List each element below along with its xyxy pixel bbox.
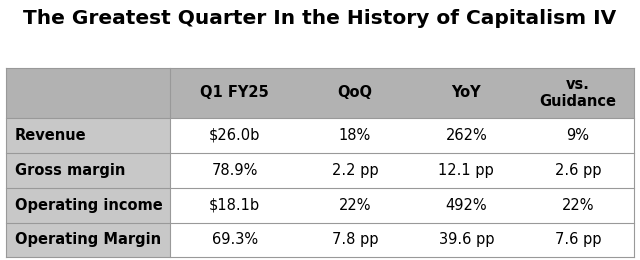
Bar <box>170 153 299 188</box>
Bar <box>6 68 170 118</box>
Text: 2.2 pp: 2.2 pp <box>332 163 378 178</box>
Text: Gross margin: Gross margin <box>15 163 125 178</box>
Bar <box>6 118 170 153</box>
Text: vs.
Guidance: vs. Guidance <box>540 76 616 109</box>
Bar <box>299 118 411 153</box>
Bar <box>411 153 522 188</box>
Text: 69.3%: 69.3% <box>212 232 258 248</box>
Bar <box>522 153 634 188</box>
Bar <box>6 188 170 223</box>
Bar <box>522 223 634 257</box>
Bar <box>411 68 522 118</box>
Text: 7.6 pp: 7.6 pp <box>555 232 601 248</box>
Text: Revenue: Revenue <box>15 128 86 143</box>
Bar <box>411 223 522 257</box>
Text: The Greatest Quarter In the History of Capitalism IV: The Greatest Quarter In the History of C… <box>24 9 616 28</box>
Text: QoQ: QoQ <box>337 85 372 100</box>
Text: 22%: 22% <box>339 198 371 213</box>
Bar <box>299 223 411 257</box>
Bar <box>170 118 299 153</box>
Bar <box>299 68 411 118</box>
Bar <box>6 223 170 257</box>
Bar <box>522 118 634 153</box>
Text: Operating income: Operating income <box>15 198 163 213</box>
Text: Q1 FY25: Q1 FY25 <box>200 85 269 100</box>
Bar <box>170 223 299 257</box>
Bar <box>6 153 170 188</box>
Text: $26.0b: $26.0b <box>209 128 260 143</box>
Text: 7.8 pp: 7.8 pp <box>332 232 378 248</box>
Text: $18.1b: $18.1b <box>209 198 260 213</box>
Text: 39.6 pp: 39.6 pp <box>438 232 494 248</box>
Text: 492%: 492% <box>445 198 487 213</box>
Text: 18%: 18% <box>339 128 371 143</box>
Bar <box>170 68 299 118</box>
Bar <box>522 188 634 223</box>
Bar <box>299 153 411 188</box>
Text: 12.1 pp: 12.1 pp <box>438 163 494 178</box>
Text: 78.9%: 78.9% <box>211 163 258 178</box>
Bar <box>299 188 411 223</box>
Text: 9%: 9% <box>566 128 589 143</box>
Bar <box>522 68 634 118</box>
Text: 262%: 262% <box>445 128 487 143</box>
Text: 22%: 22% <box>561 198 594 213</box>
Text: 2.6 pp: 2.6 pp <box>555 163 601 178</box>
Bar <box>170 188 299 223</box>
Bar <box>411 188 522 223</box>
Bar <box>411 118 522 153</box>
Text: YoY: YoY <box>452 85 481 100</box>
Text: Operating Margin: Operating Margin <box>15 232 161 248</box>
